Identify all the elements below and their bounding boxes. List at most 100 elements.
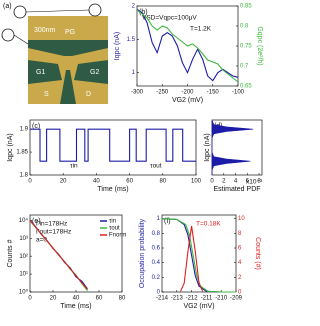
panel-label: (b): [139, 9, 148, 16]
x-tick-label: 0: [28, 296, 32, 302]
x-tick-label: 40: [73, 296, 80, 302]
x-axis-label: Estimated PDF: [213, 186, 260, 193]
y2-tick-label: 0: [238, 290, 242, 296]
plot-frame: [161, 214, 237, 293]
y-tick-label: 1: [132, 70, 136, 76]
y-tick-label: 10³: [19, 236, 28, 242]
x-tick-label: 40: [93, 179, 100, 185]
x-tick-label: -210: [215, 296, 228, 302]
panel-label: (c): [32, 123, 40, 130]
x-tick-label: 4: [234, 179, 238, 185]
x-tick-label: 0: [28, 179, 32, 185]
y2-tick-label: 8: [238, 231, 242, 237]
gate-label: D: [86, 91, 91, 98]
x-tick-label: -213: [171, 296, 184, 302]
x-tick-label: -212: [186, 296, 199, 302]
device-panel: (a) 300nm PG G1 G2 S D: [1, 3, 108, 104]
series-line: [136, 8, 239, 82]
source-symbol: [1, 28, 15, 42]
y-axis-label: Iqpc (nA): [7, 133, 14, 161]
y-tick-label: 0.8: [152, 231, 161, 237]
y-axis-label: Occupation probability: [139, 218, 146, 288]
x-tick-label: 60: [96, 296, 103, 302]
y-tick-label: 0.2: [152, 275, 161, 281]
x-tick-label: 100: [191, 179, 202, 185]
x-tick-label: -100: [232, 90, 245, 96]
legend-label: τin: [109, 219, 116, 225]
y-axis-label: Iqpc (nA): [114, 32, 121, 60]
x-tick-label: -250: [156, 90, 169, 96]
gate-label: G1: [36, 69, 45, 76]
y-axis-label: Iqpc (nA): [204, 133, 211, 161]
x-tick-label: 0: [210, 179, 214, 185]
source-symbol: [88, 3, 102, 17]
y-tick-label: 1.9: [20, 127, 29, 133]
y2-axis-label: Counts (#): [254, 237, 261, 270]
x-axis-label: Time (ms): [60, 303, 91, 310]
annotation: a=0: [36, 237, 47, 244]
y-tick-label: 1.5: [127, 37, 136, 43]
wire: [13, 34, 29, 45]
x-tick-label: 80: [119, 296, 126, 302]
legend-label: τout: [109, 226, 120, 232]
y-tick-label: 0: [157, 290, 161, 296]
x-tick-label: 60: [126, 179, 133, 185]
y-tick-label: 10¹: [19, 272, 28, 278]
series-line: [161, 218, 236, 293]
figure: (a) 300nm PG G1 G2 S D -300 -250 -200 -150 -…: [1, 3, 263, 310]
gate-label: G2: [90, 69, 99, 76]
x-tick-label: 20: [60, 179, 67, 185]
y-tick-label: 2: [132, 4, 136, 10]
gate-center: [60, 70, 76, 104]
y-tick-label: 10²: [19, 254, 28, 260]
annotation: Γin=178Hz: [36, 221, 67, 228]
annotation: T=1.2K: [190, 26, 212, 33]
y-axis-label: Counts #: [7, 239, 14, 267]
annotation: T=0.18K: [196, 221, 221, 228]
source-symbol: [13, 5, 27, 19]
panel-label: (e): [32, 218, 41, 225]
annotation: τout: [150, 163, 162, 170]
y-tick-label: 1.85: [16, 150, 28, 156]
gate-pg: [28, 40, 108, 56]
legend-label: Fnorm: [109, 233, 126, 239]
x-tick-label: 6: [246, 179, 250, 185]
x-tick-label: 8: [257, 179, 261, 185]
y2-axis-label: Gqpc (2e²/h): [256, 26, 263, 65]
y-tick-label: 1: [157, 216, 161, 222]
scale-label: 300nm: [34, 27, 56, 34]
x-axis-label: VG2 (mV): [183, 303, 214, 310]
y2-tick-label: 0.7: [240, 64, 249, 70]
y-tick-label: 0.4: [152, 260, 161, 266]
x-tick-label: -214: [156, 296, 169, 302]
y2-tick-label: 4: [238, 260, 242, 266]
series-line: [136, 9, 239, 83]
y2-tick-label: 0.8: [240, 24, 249, 30]
wire: [25, 9, 90, 13]
y-tick-label: 0.6: [152, 246, 161, 252]
y2-tick-label: 0.85: [240, 4, 252, 10]
y-tick-label: 1.8: [20, 173, 29, 179]
x-tick-label: -150: [207, 90, 220, 96]
series-line: [29, 220, 88, 290]
y2-tick-label: 6: [238, 246, 242, 252]
y-tick-label: 10⁴: [19, 217, 29, 224]
gate-g1: [28, 60, 62, 84]
x-axis-label: Time (ms): [97, 186, 128, 193]
x-tick-label: -209: [230, 296, 243, 302]
y2-tick-label: 0.75: [240, 44, 252, 50]
gate-g2: [74, 60, 108, 84]
x-tick-label: 2: [222, 179, 226, 185]
series-line: [179, 225, 204, 292]
panel-label: (a): [3, 3, 12, 10]
x-tick-label: -200: [181, 90, 194, 96]
annotation: τin: [70, 163, 78, 170]
annotation: VSD=Vqpc=100μV: [142, 15, 197, 22]
gate-label: S: [44, 91, 49, 98]
x-tick-label: 80: [159, 179, 166, 185]
pdf-area: [211, 119, 254, 175]
y2-tick-label: 10: [238, 216, 245, 222]
x-tick-label: 20: [50, 296, 57, 302]
panel-label: (f): [164, 218, 171, 225]
y-tick-label: 10⁰: [19, 289, 29, 296]
